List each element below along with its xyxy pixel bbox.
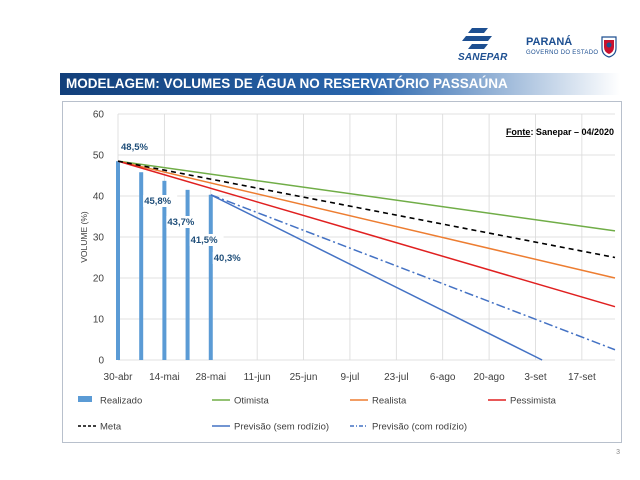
page-number: 3 (616, 449, 620, 456)
data-label-bg (143, 195, 178, 207)
x-tick-label: 20-ago (474, 372, 506, 383)
parana-logo-text: PARANÁ (526, 36, 573, 48)
source-suffix: : Sanepar – 04/2020 (530, 127, 614, 137)
source-prefix: Fonte (506, 127, 531, 137)
x-tick-label: 11-jun (244, 372, 271, 383)
series-line-meta (117, 160, 616, 259)
labels-layer: 48,5% 45,8% 43,7% 41,5% 40,3% (120, 141, 247, 264)
realizado-data-label: 48,5% (121, 142, 148, 153)
legend-label: Otimista (234, 396, 270, 407)
realizado-bar (162, 180, 167, 360)
realizado-data-label: 45,8% (144, 196, 171, 207)
x-tick-label: 9-jul (340, 372, 359, 383)
y-tick-label: 0 (98, 356, 104, 367)
series-line-com (210, 194, 616, 351)
series-line-sem (210, 194, 543, 361)
header-logos: SANEPAR PARANÁ GOVERNO DO ESTADO (458, 26, 618, 66)
title-bar: MODELAGEM: VOLUMES DE ÁGUA NO RESERVATÓR… (60, 73, 620, 95)
series-line-realista (117, 160, 616, 279)
y-tick-label: 40 (93, 192, 105, 203)
sanepar-logo-text: SANEPAR (458, 52, 508, 63)
realizado-data-label: 43,7% (167, 217, 194, 228)
y-tick-label: 60 (93, 110, 105, 121)
bars-layer (116, 161, 213, 360)
sanepar-logo: SANEPAR (458, 26, 520, 66)
y-axis-label: VOLUME (%) (79, 211, 89, 263)
lines-layer (117, 160, 616, 361)
x-tick-label: 23-jul (384, 372, 408, 383)
legend-layer: Realizado Otimista Realista Pessimista Meta P… (78, 396, 557, 433)
chart-frame (62, 101, 622, 443)
series-line-pessimista (117, 160, 616, 308)
x-tick-label: 17-set (568, 372, 596, 383)
x-tick-label: 30-abr (104, 372, 134, 383)
data-label-bg (189, 234, 224, 246)
legend-label: Previsão (com rodízio) (372, 422, 467, 433)
parana-crest-icon (601, 36, 617, 58)
x-tick-label: 28-mai (195, 372, 226, 383)
series-line-otimista (117, 160, 616, 232)
parana-logo-subtitle: GOVERNO DO ESTADO (526, 50, 599, 56)
x-tick-label: 25-jun (290, 372, 318, 383)
axis-layer: 0 10 20 30 40 50 60 30-abr 14-mai 28-mai 11-jun 25-… (93, 110, 596, 384)
realizado-bar (185, 189, 190, 360)
data-label-bg (120, 141, 154, 153)
realizado-data-label: 40,3% (214, 253, 241, 264)
y-tick-label: 10 (93, 315, 105, 326)
y-tick-label: 20 (93, 274, 105, 285)
realizado-data-label: 41,5% (191, 235, 218, 246)
realizado-bar (208, 194, 213, 360)
y-tick-label: 50 (93, 151, 105, 162)
data-label-bg (166, 216, 201, 228)
legend-label: Realista (372, 396, 407, 407)
x-tick-label: 14-mai (149, 372, 180, 383)
legend-label: Realizado (100, 396, 142, 407)
legend-label: Meta (100, 422, 122, 433)
legend-swatch-realizado (78, 396, 92, 402)
x-tick-label: 3-set (524, 372, 546, 383)
legend-label: Pessimista (510, 396, 557, 407)
grid-layer (117, 113, 615, 361)
realizado-bar (116, 161, 120, 360)
source-note: Fonte: Sanepar – 04/2020 (506, 127, 614, 137)
legend-label: Previsão (sem rodízio) (234, 422, 329, 433)
x-tick-label: 6-ago (430, 372, 456, 383)
parana-logo: PARANÁ GOVERNO DO ESTADO (526, 34, 618, 64)
realizado-bar (139, 172, 144, 360)
y-tick-label: 30 (93, 233, 105, 244)
page-title: MODELAGEM: VOLUMES DE ÁGUA NO RESERVATÓR… (66, 76, 508, 91)
data-label-bg (212, 252, 247, 264)
sanepar-mark-icon (462, 28, 492, 49)
